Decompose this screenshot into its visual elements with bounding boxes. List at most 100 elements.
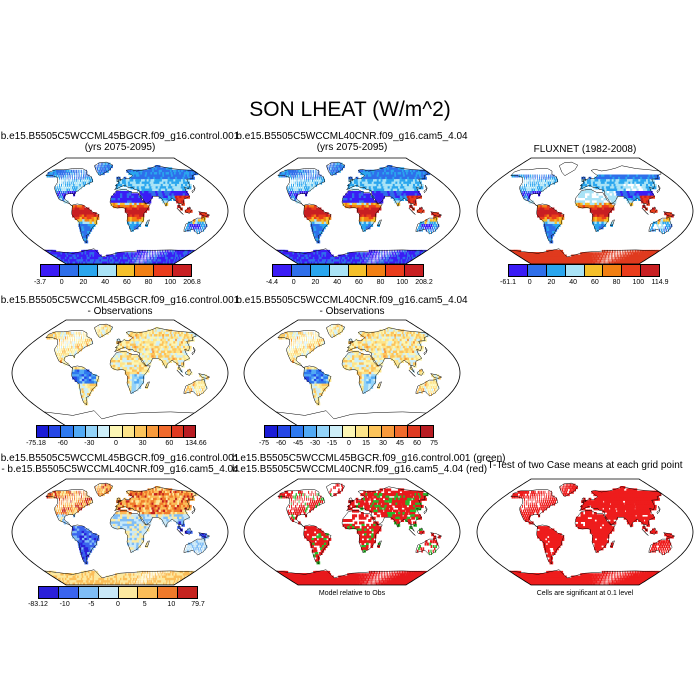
colorbar-box	[405, 265, 423, 276]
colorbar-box	[171, 426, 184, 437]
colorbar-box	[546, 265, 566, 276]
panel-title-line: b.e15.B5505C5WCCML45BGCR.f09_g16.control…	[0, 295, 240, 306]
colorbar-label: -60	[275, 440, 287, 447]
colorbar: -61.1 0 20 40 60 80 100 114.9	[500, 264, 669, 289]
colorbar-box	[421, 426, 433, 437]
colorbar: -75 -60 -45 -30 -15 0 15 30 45 60 75	[259, 425, 438, 450]
colorbar-box	[135, 265, 155, 276]
panel-title: b.e15.B5505C5WCCML45BGCR.f09_g16.control…	[0, 453, 240, 475]
colorbar-box	[98, 587, 119, 598]
figure-title: SON LHEAT (W/m^2)	[249, 98, 451, 121]
panel-title-line: b.e15.B5505C5WCCML40CNR.f09_g16.cam5_4.0…	[236, 131, 468, 142]
panel-title-line: b.e15.B5505C5WCCML45BGCR.f09_g16.control…	[0, 453, 240, 464]
colorbar-label: 60	[122, 279, 131, 286]
colorbar-label: 30	[138, 440, 147, 447]
colorbar-label: 10	[167, 601, 176, 608]
colorbar-label: 80	[612, 279, 621, 286]
panel-title: FLUXNET (1982-2008)	[465, 144, 700, 155]
colorbar-box	[73, 426, 86, 437]
colorbar-label: 0	[347, 440, 351, 447]
map-field	[43, 161, 211, 264]
colorbar-label: 100	[396, 279, 409, 286]
colorbar-box	[386, 265, 406, 276]
colorbar-label: -60	[57, 440, 68, 447]
map-border	[11, 478, 229, 586]
map-border	[476, 478, 694, 586]
colorbar-label: 60	[354, 279, 363, 286]
world-map	[476, 478, 694, 586]
colorbar-label: 206.8	[183, 279, 201, 286]
colorbar-label: 75	[430, 440, 438, 447]
colorbar-label: -4.4	[265, 279, 279, 286]
coastlines	[43, 161, 211, 264]
colorbar-box	[348, 265, 368, 276]
colorbar-box	[265, 426, 278, 437]
colorbar-box	[134, 426, 148, 437]
colorbar-box	[58, 587, 79, 598]
colorbar-label: -10	[59, 601, 70, 608]
colorbar-box	[584, 265, 604, 276]
colorbar-label: -45	[292, 440, 304, 447]
colorbar-box	[178, 587, 197, 598]
colorbar-box	[39, 587, 59, 598]
panel-title-line: b.e15.B5505C5WCCML40CNR.f09_g16.cam5_4.0…	[236, 295, 468, 306]
colorbar-label: 60	[590, 279, 599, 286]
map-field	[43, 323, 211, 426]
colorbar-box	[98, 426, 111, 437]
colorbar-box	[61, 426, 74, 437]
colorbar-label: 79.7	[191, 601, 205, 608]
colorbar-box	[527, 265, 547, 276]
colorbar-box	[330, 426, 343, 437]
coastlines	[43, 323, 211, 426]
world-map	[243, 478, 461, 586]
colorbar-label: -61.1	[500, 279, 516, 286]
colorbar-label: 134.66	[185, 440, 207, 447]
colorbar-box	[154, 265, 174, 276]
colorbar-box	[278, 426, 291, 437]
colorbar-box	[408, 426, 421, 437]
colorbar-box	[110, 426, 123, 437]
world-map	[11, 478, 229, 586]
colorbar-box	[641, 265, 659, 276]
colorbar-box	[329, 265, 349, 276]
colorbar-box	[173, 265, 191, 276]
colorbar-label: 208.2	[415, 279, 433, 286]
colorbar-box	[622, 265, 642, 276]
panel-title: T-Test of two Case means at each grid po…	[465, 460, 700, 471]
map-field	[508, 482, 676, 585]
map-panel: T-Test of two Case means at each grid po…	[465, 460, 700, 471]
colorbar-box	[138, 587, 159, 598]
panel-note: Cells are significant at 0.1 level	[536, 590, 634, 597]
map-panel: b.e15.B5505C5WCCML40CNR.f09_g16.cam5_4.0…	[232, 295, 472, 317]
panel-title-line: - b.e15.B5505C5WCCML40CNR.f09_g16.cam5_4…	[1, 464, 239, 475]
colorbar-label: 0	[527, 279, 532, 286]
map-panel: b.e15.B5505C5WCCML40CNR.f09_g16.cam5_4.0…	[232, 131, 472, 153]
map-field	[508, 161, 676, 264]
colorbar-box	[317, 426, 330, 437]
colorbar-box	[369, 426, 382, 437]
colorbar-box	[147, 426, 160, 437]
colorbar-box	[85, 426, 99, 437]
colorbar-box	[183, 426, 196, 437]
coastlines	[43, 482, 211, 585]
colorbar-label: 0	[116, 601, 120, 608]
colorbar-label: 20	[547, 279, 556, 286]
panel-title-line: (yrs 2075-2095)	[84, 142, 156, 153]
panel-title-line: (yrs 2075-2095)	[316, 142, 388, 153]
colorbar-label: 100	[632, 279, 645, 286]
panel-title-line: - Observations	[319, 306, 385, 317]
colorbar-box	[41, 265, 60, 276]
colorbar-box	[395, 426, 408, 437]
colorbar-label: 40	[569, 279, 578, 286]
colorbar-box	[158, 587, 179, 598]
panel-title-line: b.e15.B5505C5WCCML45BGCR.f09_g16.control…	[232, 453, 506, 464]
panel-title: b.e15.B5505C5WCCML45BGCR.f09_g16.control…	[0, 295, 240, 317]
colorbar-label: 45	[396, 440, 404, 447]
map-panel: FLUXNET (1982-2008)	[465, 144, 700, 155]
colorbar-label: -3.7	[33, 279, 47, 286]
colorbar-box	[122, 426, 135, 437]
colorbar-label: 5	[142, 601, 147, 608]
colorbar-label: 60	[413, 440, 421, 447]
map-field	[275, 161, 443, 264]
colorbar-label: -15	[326, 440, 338, 447]
